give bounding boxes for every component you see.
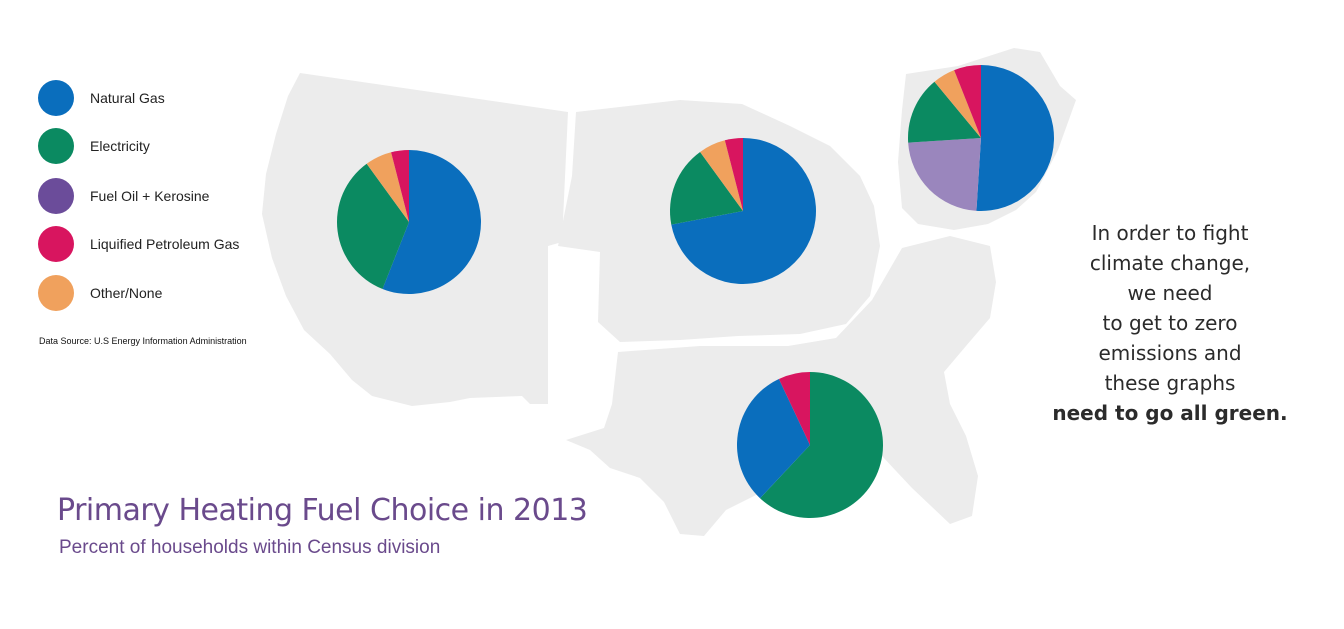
pie-slice-south-natural-gas bbox=[737, 378, 810, 499]
pie-slice-midwest-liquified-petroleum-gas bbox=[724, 138, 743, 211]
legend-swatch-fuel-oil bbox=[38, 178, 74, 214]
message-line: emissions and bbox=[1098, 341, 1242, 365]
legend-label-natural-gas: Natural Gas bbox=[90, 90, 165, 106]
message-line: climate change, bbox=[1089, 251, 1251, 275]
legend-item-lpg: Liquified Petroleum Gas bbox=[38, 226, 298, 262]
pie-slice-northeast-liquified-petroleum-gas bbox=[954, 65, 981, 138]
pie-midwest bbox=[669, 138, 816, 284]
legend-label-other: Other/None bbox=[90, 285, 163, 301]
pie-west bbox=[337, 150, 482, 294]
message-line: In order to fight bbox=[1091, 221, 1249, 245]
pie-slice-northeast-electricity bbox=[908, 81, 981, 143]
pie-charts bbox=[337, 65, 1054, 518]
pie-south bbox=[737, 372, 883, 518]
legend-swatch-natural-gas bbox=[38, 80, 74, 116]
pie-slice-northeast-other-none bbox=[934, 70, 981, 138]
pie-slice-midwest-other-none bbox=[700, 140, 743, 211]
legend-item-fuel-oil: Fuel Oil + Kerosine bbox=[38, 178, 298, 214]
legend-label-lpg: Liquified Petroleum Gas bbox=[90, 236, 240, 252]
legend-swatch-other bbox=[38, 275, 74, 311]
climate-message: In order to fight climate change, we nee… bbox=[1030, 218, 1310, 428]
legend-item-electricity: Electricity bbox=[38, 128, 298, 164]
pie-slice-west-natural-gas bbox=[382, 150, 482, 294]
pie-northeast bbox=[908, 65, 1054, 212]
pie-slice-northeast-fuel-oil-kerosine bbox=[908, 138, 981, 211]
message-line-emphasis: need to go all green. bbox=[1052, 401, 1288, 425]
pie-slice-midwest-electricity bbox=[669, 151, 743, 225]
message-line: to get to zero bbox=[1102, 311, 1238, 335]
message-line: we need bbox=[1127, 281, 1213, 305]
pie-slice-midwest-natural-gas bbox=[671, 138, 816, 284]
pie-slice-south-electricity bbox=[760, 372, 883, 518]
chart-title: Primary Heating Fuel Choice in 2013 bbox=[57, 493, 588, 528]
data-source-note: Data Source: U.S Energy Information Admi… bbox=[39, 336, 247, 346]
legend-label-fuel-oil: Fuel Oil + Kerosine bbox=[90, 188, 210, 204]
legend-label-electricity: Electricity bbox=[90, 138, 150, 154]
pie-slice-northeast-natural-gas bbox=[976, 65, 1054, 212]
legend-swatch-electricity bbox=[38, 128, 74, 164]
legend-swatch-lpg bbox=[38, 226, 74, 262]
chart-subtitle: Percent of households within Census divi… bbox=[59, 537, 441, 558]
pie-slice-west-liquified-petroleum-gas bbox=[391, 150, 409, 222]
message-line: these graphs bbox=[1104, 371, 1236, 395]
pie-slice-west-other-none bbox=[366, 152, 409, 222]
pie-slice-south-liquified-petroleum-gas bbox=[778, 372, 810, 445]
pie-slice-west-electricity bbox=[337, 163, 409, 289]
legend-item-natural-gas: Natural Gas bbox=[38, 80, 298, 116]
legend-item-other: Other/None bbox=[38, 275, 298, 311]
